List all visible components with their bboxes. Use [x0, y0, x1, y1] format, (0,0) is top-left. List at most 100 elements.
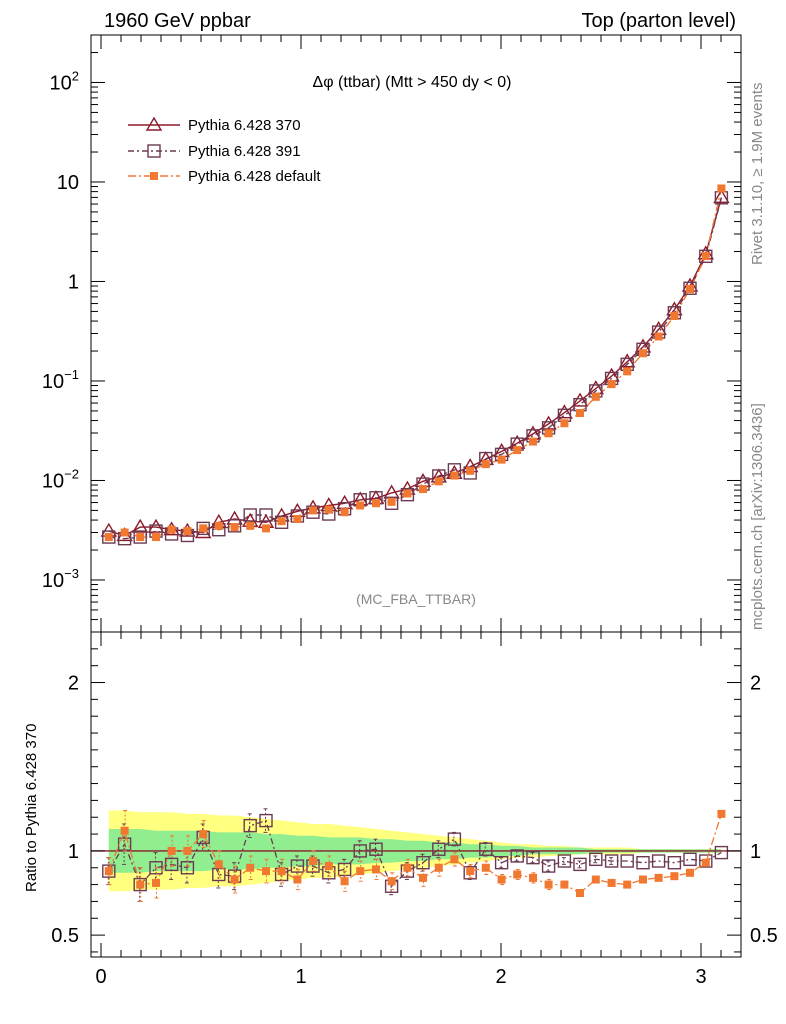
header-left: 1960 GeV ppbar [104, 10, 251, 32]
point-s370-28 [540, 415, 557, 430]
legend-item-default: Pythia 6.428 default [128, 168, 321, 185]
legend-label-370: Pythia 6.428 370 [188, 117, 301, 134]
point-s391-18 [384, 496, 399, 510]
point-sdef-4 [167, 525, 176, 534]
ratio-point-sdef-7 [214, 860, 223, 869]
point-sdef-15 [340, 508, 349, 517]
point-sdef-24 [481, 460, 490, 469]
ratio-point-s391-4 [164, 857, 179, 872]
ratio-point-sdef-1 [120, 826, 129, 835]
ratio-line-sdef [108, 813, 723, 894]
point-s391-8 [227, 519, 242, 533]
point-sdef-16 [356, 501, 365, 510]
ratio-point-s391-35 [651, 854, 666, 868]
ratio-tick-label-r-0: 2 [750, 673, 761, 695]
ratio-point-s391-20 [416, 855, 430, 870]
ratio-point-sdef-39 [717, 809, 726, 818]
ratio-point-s391-38 [699, 854, 713, 868]
y-tick-label-3: 10−1 [42, 367, 79, 393]
ratio-point-s391-34 [636, 855, 650, 870]
ratio-point-sdef-5 [183, 846, 192, 855]
ratio-point-s391-31 [589, 852, 603, 867]
point-sdef-8 [230, 523, 239, 532]
ratio-point-sdef-37 [686, 868, 694, 877]
ratio-point-sdef-35 [654, 873, 663, 882]
point-sdef-38 [701, 252, 710, 261]
point-sdef-31 [591, 392, 600, 401]
ratio-point-s391-22 [447, 832, 462, 846]
point-sdef-12 [293, 515, 302, 524]
point-s391-19 [400, 487, 415, 502]
legend-item-391: Pythia 6.428 391 [128, 143, 301, 160]
point-sdef-10 [262, 524, 270, 533]
point-s370-33 [618, 353, 636, 368]
point-sdef-3 [152, 533, 160, 542]
ratio-point-sdef-26 [513, 870, 522, 879]
ratio-point-sdef-22 [450, 855, 459, 864]
y-tick-label-4: 10−2 [42, 466, 79, 492]
point-sdef-19 [403, 489, 412, 498]
point-sdef-7 [214, 521, 223, 530]
point-s391-9 [243, 508, 257, 522]
point-sdef-26 [513, 446, 522, 455]
point-sdef-17 [372, 499, 380, 508]
x-tick-label-2: 2 [495, 966, 506, 988]
ratio-point-sdef-10 [262, 867, 270, 876]
point-sdef-30 [576, 409, 584, 418]
ratio-point-s391-37 [683, 852, 697, 867]
ratio-point-sdef-9 [246, 863, 255, 872]
point-s391-37 [683, 281, 697, 295]
point-s391-2 [133, 530, 147, 544]
point-s370-30 [571, 392, 589, 407]
ratio-point-s391-30 [573, 857, 587, 872]
ratio-point-sdef-30 [576, 889, 584, 898]
ratio-point-sdef-2 [136, 880, 145, 889]
ratio-point-sdef-21 [434, 863, 443, 872]
y-tick-label-2: 1 [68, 271, 79, 293]
point-sdef-5 [183, 527, 192, 536]
legend-label-default: Pythia 6.428 default [188, 168, 321, 185]
ratio-point-s391-39 [714, 845, 729, 860]
mcplots-label: mcplots.cern.ch [arXiv:1306.3436] [749, 403, 766, 630]
legend-item-370: Pythia 6.428 370 [128, 116, 301, 134]
ratio-point-sdef-8 [230, 875, 239, 884]
point-sdef-39 [717, 184, 726, 193]
point-sdef-2 [136, 533, 145, 542]
point-sdef-11 [277, 517, 286, 526]
point-s370-3 [147, 518, 165, 533]
series-line-s391 [108, 197, 723, 540]
ratio-point-s391-28 [541, 859, 556, 873]
ratio-panel [91, 808, 741, 902]
ratio-point-sdef-25 [497, 875, 506, 884]
ratio-point-s391-1 [117, 837, 132, 851]
legend: Pythia 6.428 370 Pythia 6.428 391 Pythia… [128, 116, 321, 185]
ratio-point-s391-25 [494, 855, 509, 870]
ratio-point-sdef-16 [356, 867, 365, 876]
point-s370-29 [556, 404, 573, 419]
main-panel [100, 184, 730, 546]
ratio-tick-label-l-0: 2 [68, 673, 79, 695]
ratio-point-sdef-6 [199, 830, 208, 839]
ratio-point-sdef-12 [293, 875, 302, 884]
point-sdef-29 [560, 419, 569, 428]
ratio-frame [90, 631, 742, 958]
rivet-label: Rivet 3.1.10, ≥ 1.9M events [749, 83, 766, 266]
ratio-point-s391-23 [463, 866, 477, 880]
ratio-point-sdef-36 [670, 872, 679, 881]
ratio-point-s391-10 [259, 813, 273, 828]
ratio-point-sdef-33 [623, 880, 632, 889]
ratio-point-sdef-15 [340, 877, 349, 886]
ratio-point-sdef-4 [167, 846, 176, 855]
watermark: (MC_FBA_TTBAR) [356, 591, 476, 607]
point-sdef-1 [120, 528, 129, 537]
x-tick-label-0: 0 [95, 966, 106, 988]
ratio-point-s391-29 [557, 854, 572, 868]
point-s391-38 [699, 249, 713, 264]
ratio-point-sdef-27 [529, 873, 537, 882]
ratio-point-sdef-31 [591, 875, 600, 884]
point-sdef-9 [246, 521, 255, 530]
point-sdef-27 [529, 437, 537, 446]
ratio-point-s391-21 [432, 842, 446, 856]
ratio-point-s391-26 [510, 849, 524, 863]
legend-marker-370 [145, 116, 163, 131]
